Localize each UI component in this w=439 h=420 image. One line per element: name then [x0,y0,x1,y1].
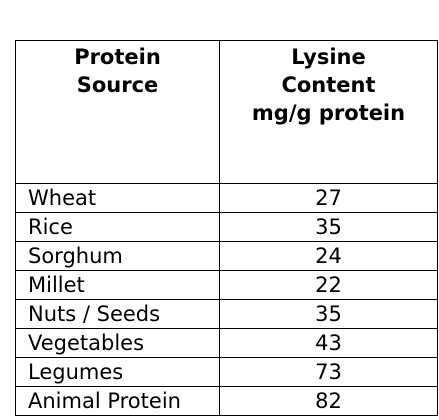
lysine-content: 43 [219,328,438,358]
lysine-content: 24 [219,241,438,271]
table-body: Wheat 27 Rice 35 Sorghum 24 Millet 22 Nuts / See… [15,183,438,416]
protein-source: Nuts / Seeds [15,299,220,329]
header-line: Lysine [291,45,366,69]
protein-source: Vegetables [15,328,220,358]
header-line: Protein [74,45,161,69]
table-row: Rice 35 [15,212,438,242]
protein-source: Rice [15,212,220,242]
lysine-content: 73 [219,357,438,387]
protein-source: Millet [15,270,220,300]
table-row: Vegetables 43 [15,328,438,358]
header-line: mg/g protein [251,101,406,125]
protein-source: Animal Protein [15,386,220,416]
lysine-content: 35 [219,212,438,242]
lysine-content: 22 [219,270,438,300]
header-cell: Protein Source [15,40,220,184]
table-row: Sorghum 24 [15,241,438,271]
protein-source: Sorghum [15,241,220,271]
lysine-content: 82 [219,386,438,416]
table-row: Millet 22 [15,270,438,300]
protein-source: Legumes [15,357,220,387]
protein-source: Wheat [15,183,220,213]
lysine-table: Protein Source Lysine Content mg/g protein W… [15,40,438,416]
header-line: Content [281,73,376,97]
lysine-content: 35 [219,299,438,329]
table-row: Nuts / Seeds 35 [15,299,438,329]
header-cell: Lysine Content mg/g protein [219,40,438,184]
table-row: Animal Protein 82 [15,386,438,416]
header-row: Protein Source Lysine Content mg/g protein [15,40,438,184]
table-row: Wheat 27 [15,183,438,213]
table-row: Legumes 73 [15,357,438,387]
lysine-content: 27 [219,183,438,213]
header-line: Source [76,73,159,97]
